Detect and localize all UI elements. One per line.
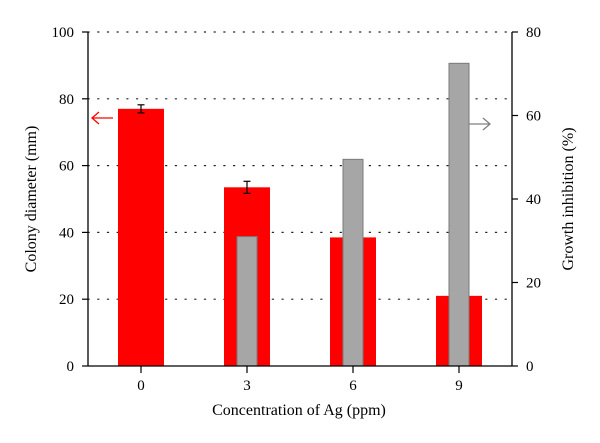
annotations [91,111,491,131]
bars [118,62,482,367]
right-y-tick-label: 40 [526,192,541,208]
x-tick-label: 9 [455,378,463,394]
left-y-tick-label: 0 [67,359,75,375]
arrow-head [482,117,491,131]
error-bar-0 [137,104,145,114]
right-y-tick-label: 20 [526,276,541,292]
x-axis-title: Concentration of Ag (ppm) [212,402,386,419]
arrow-right-axis-indicator [469,117,491,131]
bar-colony-diameter-0 [118,108,164,366]
left-y-tick-label: 20 [59,292,74,308]
x-tick-label: 3 [243,378,251,394]
arrow-left-axis-indicator [91,111,113,125]
left-y-tick-label: 80 [59,92,74,108]
right-y-tick-label: 60 [526,109,541,125]
tick-labels: 0 20 40 60 80 100 0 20 40 60 80 0 3 6 9 [52,25,542,394]
right-y-axis-title: Growth inhibition (%) [560,127,577,270]
right-y-tick-label: 0 [526,359,534,375]
x-tick-label: 6 [349,378,357,394]
left-y-axis-title: Colony diameter (mm) [23,126,40,273]
left-y-tick-label: 60 [59,159,74,175]
left-y-tick-label: 40 [59,225,74,241]
bar-growth-inhibition-9 [448,62,470,367]
left-y-tick-label: 100 [52,25,75,41]
right-y-tick-label: 80 [526,25,541,41]
axes [82,31,518,373]
bar-growth-inhibition-3 [236,236,258,367]
x-tick-label: 0 [137,378,145,394]
arrow-head [91,111,100,125]
bar-growth-inhibition-6 [342,158,364,367]
error-bar-3 [243,180,251,194]
